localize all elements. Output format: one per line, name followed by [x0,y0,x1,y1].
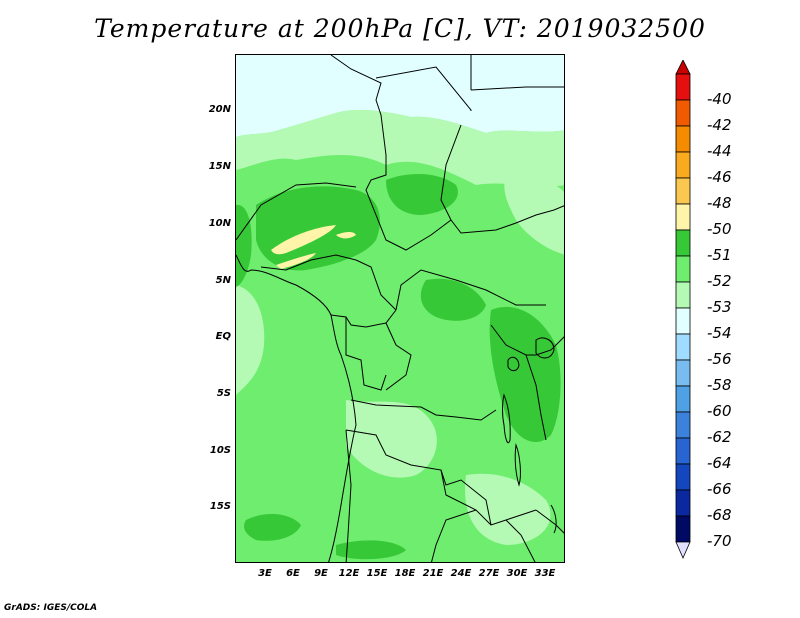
colorbar-segment [675,229,691,257]
x-tick-27e: 27E [478,568,500,579]
colorbar-segment [675,281,691,309]
field-dark-green-central [420,278,486,321]
field-dark-green-east [489,306,561,443]
colorbar-segment [675,307,691,335]
field-pale-green-west [236,285,265,395]
y-tick-10n: 10N [208,218,231,229]
colorbar-segment [675,203,691,231]
field-dark-green-west-edge [236,204,252,287]
field-pale-green-south [346,400,437,478]
colorbar-label: -62 [707,428,732,446]
colorbar-label: -50 [707,220,732,238]
colorbar-segment [675,125,691,153]
colorbar-label: -46 [707,168,732,186]
colorbar-segment [675,255,691,283]
colorbar-segment [675,411,691,439]
colorbar-label: -58 [707,376,732,394]
colorbar-segment [675,73,691,101]
colorbar-segment [675,333,691,361]
x-tick-24e: 24E [450,568,472,579]
colorbar-label: -44 [707,142,732,160]
map-panel [235,54,565,563]
coastline [236,254,357,562]
x-tick-18e: 18E [394,568,416,579]
field-dark-green-sw [244,513,301,541]
field-yellow-3 [336,232,356,239]
y-tick-5s: 5S [216,388,231,399]
colorbar-label: -60 [707,402,732,420]
lakes [502,337,557,534]
chart-title: Temperature at 200hPa [C], VT: 201903250… [94,14,706,43]
colorbar-label: -56 [707,350,732,368]
colorbar-label: -66 [707,480,732,498]
x-tick-33e: 33E [534,568,556,579]
y-tick-20n: 20N [208,104,231,115]
field-yellow-2 [276,253,316,269]
colorbar-segment [675,359,691,387]
field-dark-green-chad [386,173,458,215]
colorbar-segment [675,515,691,543]
y-tick-15s: 15S [209,501,231,512]
colorbar-label: -68 [707,506,732,524]
field-pale-green-ne [504,174,564,255]
x-tick-12e: 12E [338,568,360,579]
country-borders [236,55,564,562]
colorbar-segment [675,489,691,517]
colorbar-segment [675,177,691,205]
colorbar-segment [675,151,691,179]
colorbar-segment [675,463,691,491]
x-tick-6e: 6E [286,568,300,579]
y-tick-eq: EQ [215,331,231,342]
y-tick-10s: 10S [209,445,231,456]
field-pale-green-north [236,110,564,187]
colorbar-label: -64 [707,454,732,472]
field-yellow-1 [271,225,336,255]
colorbar-label: -51 [707,246,732,264]
y-tick-5n: 5N [215,275,231,286]
x-tick-3e: 3E [258,568,272,579]
colorbar-segment [675,385,691,413]
colorbar-top-arrow [675,60,691,75]
colorbar-label: -52 [707,272,732,290]
field-pale-green-se [465,473,551,545]
y-tick-15n: 15N [208,161,231,172]
colorbar-segment [675,437,691,465]
footer-credit: GrADS: IGES/COLA [4,603,98,613]
colorbar-label: -42 [707,116,732,134]
colorbar-label: -54 [707,324,732,342]
field-light-blue [236,55,564,137]
colorbar [675,60,691,559]
colorbar-segment [675,99,691,127]
x-tick-9e: 9E [314,568,328,579]
colorbar-label: -48 [707,194,732,212]
map-svg [236,55,564,562]
colorbar-label: -53 [707,298,732,316]
x-tick-30e: 30E [506,568,528,579]
colorbar-label: -40 [707,90,732,108]
field-dark-green-s [336,540,406,560]
x-tick-15e: 15E [366,568,388,579]
colorbar-label: -70 [707,532,732,550]
colorbar-bottom-arrow [675,541,691,559]
x-tick-21e: 21E [422,568,444,579]
